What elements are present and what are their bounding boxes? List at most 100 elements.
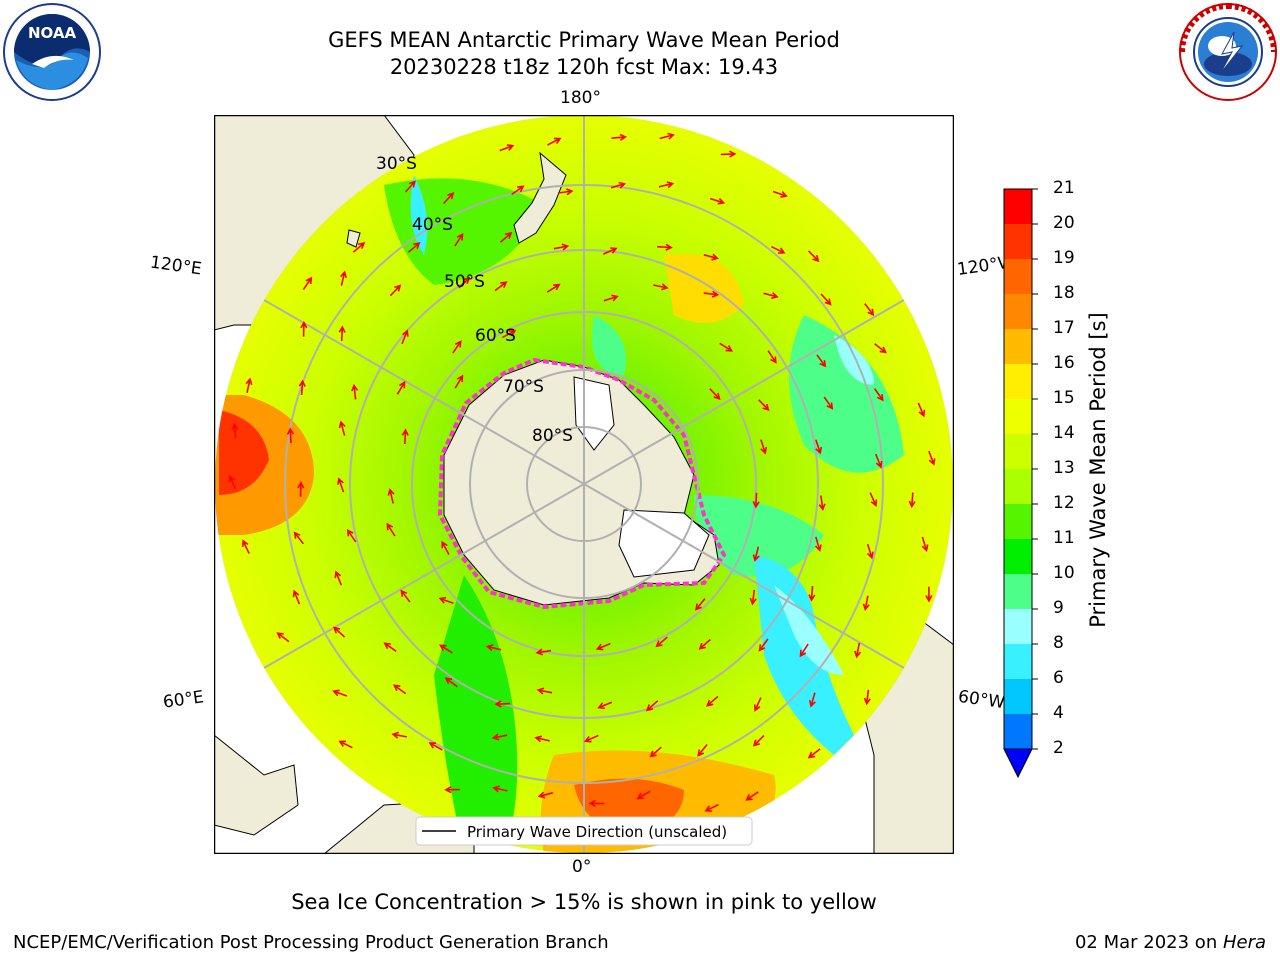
wave-arrow bbox=[276, 632, 290, 643]
colorbar-tick-label: 6 bbox=[1053, 668, 1064, 688]
colorbar-extend-arrow bbox=[1003, 748, 1033, 779]
lat-label-70s: 70°S bbox=[503, 377, 544, 397]
footer-date-text: 02 Mar 2023 on bbox=[1074, 932, 1223, 953]
wave-arrow bbox=[611, 133, 628, 141]
wave-arrow bbox=[389, 284, 402, 297]
colorbar-band bbox=[1004, 294, 1032, 329]
wave-arrow bbox=[334, 570, 343, 586]
wave-arrow bbox=[346, 529, 357, 543]
lat-label-60s: 60°S bbox=[475, 326, 516, 346]
wave-arrow bbox=[818, 495, 826, 512]
sea-ice-note: Sea Ice Concentration > 15% is shown in … bbox=[291, 890, 877, 914]
wave-arrow bbox=[443, 191, 455, 205]
wave-arrow bbox=[709, 388, 721, 400]
lat-labels: 30°S 40°S 50°S 60°S 70°S 80°S bbox=[376, 154, 573, 446]
colorbar-tick-label: 20 bbox=[1053, 213, 1075, 233]
wave-arrow bbox=[352, 242, 366, 253]
polar-map: 30°S 40°S 50°S 60°S 70°S 80°S Primary Wa… bbox=[214, 115, 954, 854]
colorbar-tick-label: 8 bbox=[1053, 633, 1064, 653]
wave-arrow bbox=[441, 540, 450, 555]
wave-arrow bbox=[499, 144, 515, 152]
wave-arrow bbox=[657, 243, 673, 251]
wave-arrow bbox=[823, 396, 834, 410]
map-title: GEFS MEAN Antarctic Primary Wave Mean Pe… bbox=[328, 28, 840, 52]
wave-arrow bbox=[866, 543, 874, 560]
wave-arrow bbox=[337, 477, 345, 493]
wave-arrow bbox=[636, 790, 651, 800]
wave-arrow bbox=[537, 791, 554, 799]
wave-arrow bbox=[300, 321, 308, 337]
wave-arrow bbox=[771, 245, 786, 254]
wave-arrow bbox=[869, 492, 878, 508]
lon-label-0: 0° bbox=[572, 857, 592, 877]
wave-arrow bbox=[444, 677, 458, 688]
wave-arrow bbox=[499, 231, 513, 243]
wave-arrow bbox=[588, 799, 605, 808]
wave-arrow bbox=[228, 474, 237, 490]
wave-arrow bbox=[928, 450, 936, 466]
colorbar-bands bbox=[1003, 188, 1033, 779]
wave-arrow bbox=[703, 290, 720, 298]
wave-arrow bbox=[546, 283, 561, 293]
colorbar-tick-label: 10 bbox=[1053, 563, 1075, 583]
wave-arrow bbox=[659, 132, 675, 140]
wave-arrow bbox=[658, 181, 675, 189]
colorbar-band bbox=[1004, 714, 1032, 749]
colorbar-tick-label: 2 bbox=[1053, 738, 1064, 758]
wave-arrow bbox=[720, 150, 737, 158]
wave-arrow bbox=[302, 276, 313, 291]
wave-arrow bbox=[749, 589, 757, 606]
wave-arrow bbox=[387, 488, 395, 504]
wave-arrow bbox=[332, 689, 348, 697]
lon-label-180: 180° bbox=[560, 88, 601, 108]
wave-arrow bbox=[925, 586, 933, 603]
tasmania bbox=[346, 229, 361, 248]
colorbar-band bbox=[1004, 259, 1032, 294]
wave-arrow bbox=[297, 481, 305, 497]
wave-arrow bbox=[242, 539, 250, 554]
wave-arrow bbox=[391, 731, 407, 739]
wave-arrow bbox=[760, 439, 768, 455]
wave-arrow bbox=[753, 697, 762, 712]
lat-label-40s: 40°S bbox=[412, 215, 453, 235]
wave-arrow bbox=[492, 785, 508, 793]
wave-arrow bbox=[863, 689, 871, 706]
colorbar-tick-label: 11 bbox=[1053, 528, 1075, 548]
wave-arrow bbox=[917, 402, 926, 418]
colorbar-band bbox=[1004, 399, 1032, 434]
wave-arrow bbox=[772, 190, 788, 198]
wave-arrow bbox=[874, 453, 883, 469]
wave-arrow bbox=[597, 701, 613, 710]
wave-arrow bbox=[873, 388, 884, 402]
colorbar bbox=[1003, 188, 1038, 779]
wave-arrow bbox=[807, 748, 821, 759]
wave-arrow bbox=[454, 233, 464, 247]
wave-arrow bbox=[874, 343, 887, 354]
wave-arrow bbox=[557, 188, 574, 196]
wave-arrow bbox=[595, 642, 611, 651]
sea-ice-edge bbox=[437, 357, 727, 610]
ice-shelf-weddell bbox=[618, 509, 710, 578]
colorbar-tick-label: 18 bbox=[1053, 283, 1075, 303]
wave-arrow bbox=[695, 598, 706, 611]
wave-arrow bbox=[799, 643, 809, 658]
footer-credit: NCEP/EMC/Verification Post Processing Pr… bbox=[13, 932, 609, 953]
wave-arrow bbox=[401, 329, 409, 345]
colorbar-tick-label: 21 bbox=[1053, 178, 1075, 198]
colorbar-title: Primary Wave Mean Period [s] bbox=[1086, 312, 1110, 628]
wave-arrow bbox=[553, 243, 570, 251]
wave-arrow bbox=[298, 379, 306, 396]
map-subtitle: 20230228 t18z 120h fcst Max: 19.43 bbox=[389, 55, 779, 79]
wave-arrow bbox=[649, 746, 662, 758]
colorbar-band bbox=[1004, 329, 1032, 364]
wave-arrow bbox=[340, 270, 347, 286]
lon-label-60e: 60°E bbox=[161, 687, 206, 713]
wave-arrow bbox=[286, 427, 295, 444]
wave-arrow bbox=[745, 791, 759, 801]
wave-arrow bbox=[854, 642, 862, 659]
colorbar-band bbox=[1004, 539, 1032, 574]
wave-arrow bbox=[709, 197, 726, 205]
colorbar-tick-label: 19 bbox=[1053, 248, 1075, 268]
footer-host: Hera bbox=[1222, 932, 1266, 953]
colorbar-ticks bbox=[1032, 188, 1038, 750]
